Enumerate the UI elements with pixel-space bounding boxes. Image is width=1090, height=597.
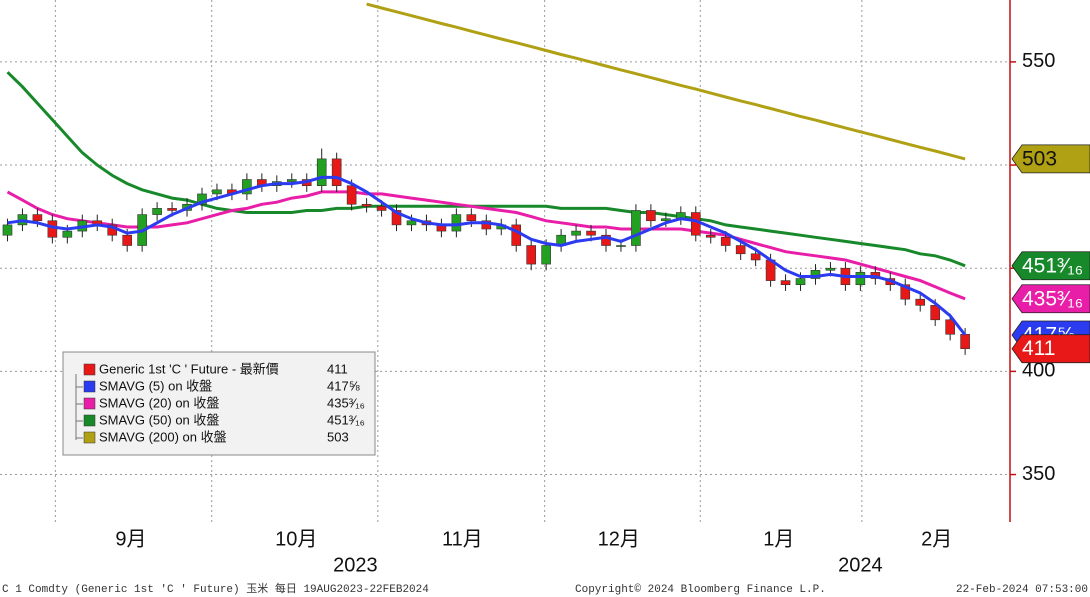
legend-label: SMAVG (50) on 收盤 bbox=[99, 412, 219, 427]
x-tick-label: 2月 bbox=[921, 528, 952, 550]
candle-body bbox=[586, 230, 596, 236]
legend-swatch bbox=[83, 397, 96, 410]
legend-tree bbox=[75, 374, 83, 440]
candle-body bbox=[735, 245, 746, 255]
candle-body bbox=[466, 214, 477, 222]
value-tag-label: 451³⁄₁₆ bbox=[1022, 254, 1083, 277]
footer-left: C 1 Comdty (Generic 1st 'C ' Future) 玉米 … bbox=[2, 581, 429, 596]
legend-value: 451³⁄₁₆ bbox=[327, 412, 365, 427]
candle-body bbox=[331, 158, 342, 186]
y-tick-label: 350 bbox=[1022, 463, 1055, 485]
candle-body bbox=[316, 158, 327, 186]
ma-line bbox=[6, 71, 966, 268]
legend-swatch bbox=[83, 414, 96, 427]
value-tag-label: 411 bbox=[1022, 337, 1055, 360]
candle-body bbox=[361, 203, 372, 207]
candle-body bbox=[346, 185, 357, 205]
candle-body bbox=[930, 305, 940, 321]
candle-body bbox=[900, 284, 911, 300]
plot-area bbox=[2, 2, 970, 355]
year-label: 2024 bbox=[838, 554, 883, 576]
candle-body bbox=[960, 333, 970, 349]
ma-line bbox=[6, 190, 966, 301]
candle-body bbox=[152, 208, 162, 215]
footer-right: 22-Feb-2024 07:53:00 bbox=[956, 584, 1088, 596]
legend-box bbox=[62, 351, 376, 456]
candle-body bbox=[646, 210, 656, 222]
candle-body bbox=[601, 234, 611, 246]
candle-body bbox=[286, 179, 297, 182]
candle-body bbox=[855, 272, 866, 286]
candle-body bbox=[391, 210, 402, 226]
legend-label: Generic 1st 'C ' Future - 最新價 bbox=[99, 361, 279, 376]
x-tick-label: 12月 bbox=[598, 528, 640, 550]
candle-body bbox=[690, 212, 701, 236]
candle-body bbox=[62, 230, 73, 238]
candle-body bbox=[376, 206, 387, 211]
value-tag-label: 435³⁄₁₆ bbox=[1022, 287, 1083, 310]
candle-body bbox=[571, 230, 581, 236]
y-tick-label: 400 bbox=[1022, 360, 1055, 382]
candle-body bbox=[242, 179, 252, 195]
candle-body bbox=[406, 220, 417, 226]
value-tag-label: 503 bbox=[1022, 147, 1057, 170]
value-tag bbox=[1011, 334, 1090, 364]
candle-body bbox=[720, 236, 731, 246]
x-tick-label: 1月 bbox=[763, 528, 794, 550]
candle-body bbox=[167, 208, 177, 211]
candle-body bbox=[945, 319, 955, 335]
legend-label: SMAVG (5) on 收盤 bbox=[99, 378, 212, 393]
value-tag bbox=[1011, 284, 1090, 314]
legend-swatch bbox=[83, 431, 96, 444]
ma-line bbox=[7, 175, 967, 336]
legend: Generic 1st 'C ' Future - 最新價 411 SMAVG (5… bbox=[62, 351, 376, 456]
legend-value: 503 bbox=[327, 429, 349, 444]
candle-body bbox=[795, 278, 806, 286]
value-tag bbox=[1011, 251, 1090, 281]
footer-center: Copyright© 2024 Bloomberg Finance L.P. bbox=[575, 584, 826, 596]
candle-body bbox=[197, 193, 207, 205]
legend-value: 411 bbox=[327, 361, 348, 376]
candle-body bbox=[780, 280, 791, 286]
candle-body bbox=[541, 245, 551, 265]
legend-value: 417⅝ bbox=[327, 378, 360, 393]
legend-label: SMAVG (20) on 收盤 bbox=[99, 395, 219, 410]
candle-body bbox=[32, 214, 43, 222]
x-tick-label: 9月 bbox=[115, 528, 146, 550]
candle-body bbox=[47, 220, 58, 238]
candle-body bbox=[526, 245, 536, 265]
axes: 3504004505005509月10月11月12月1月2月20232024 bbox=[115, 50, 1055, 576]
candle-body bbox=[705, 234, 716, 238]
legend-value: 435³⁄₁₆ bbox=[327, 395, 365, 410]
candle-body bbox=[631, 210, 641, 246]
x-tick-label: 11月 bbox=[442, 528, 483, 550]
value-tag bbox=[1011, 144, 1090, 174]
ma-line bbox=[366, 2, 966, 161]
candle-body bbox=[915, 298, 926, 306]
year-label: 2023 bbox=[333, 554, 378, 576]
candle-body bbox=[2, 224, 13, 236]
candle-body bbox=[122, 234, 132, 246]
legend-swatch bbox=[83, 380, 96, 393]
candle-body bbox=[825, 267, 836, 271]
candle-body bbox=[750, 253, 761, 261]
y-tick-label: 550 bbox=[1022, 50, 1055, 72]
candle-body bbox=[212, 189, 222, 195]
candle-body bbox=[661, 218, 671, 222]
legend-swatch bbox=[83, 363, 96, 376]
legend-label: SMAVG (200) on 收盤 bbox=[99, 429, 227, 444]
candle-body bbox=[511, 224, 522, 246]
candle-body bbox=[451, 214, 462, 232]
x-tick-label: 10月 bbox=[275, 528, 317, 550]
candle-body bbox=[616, 245, 626, 247]
